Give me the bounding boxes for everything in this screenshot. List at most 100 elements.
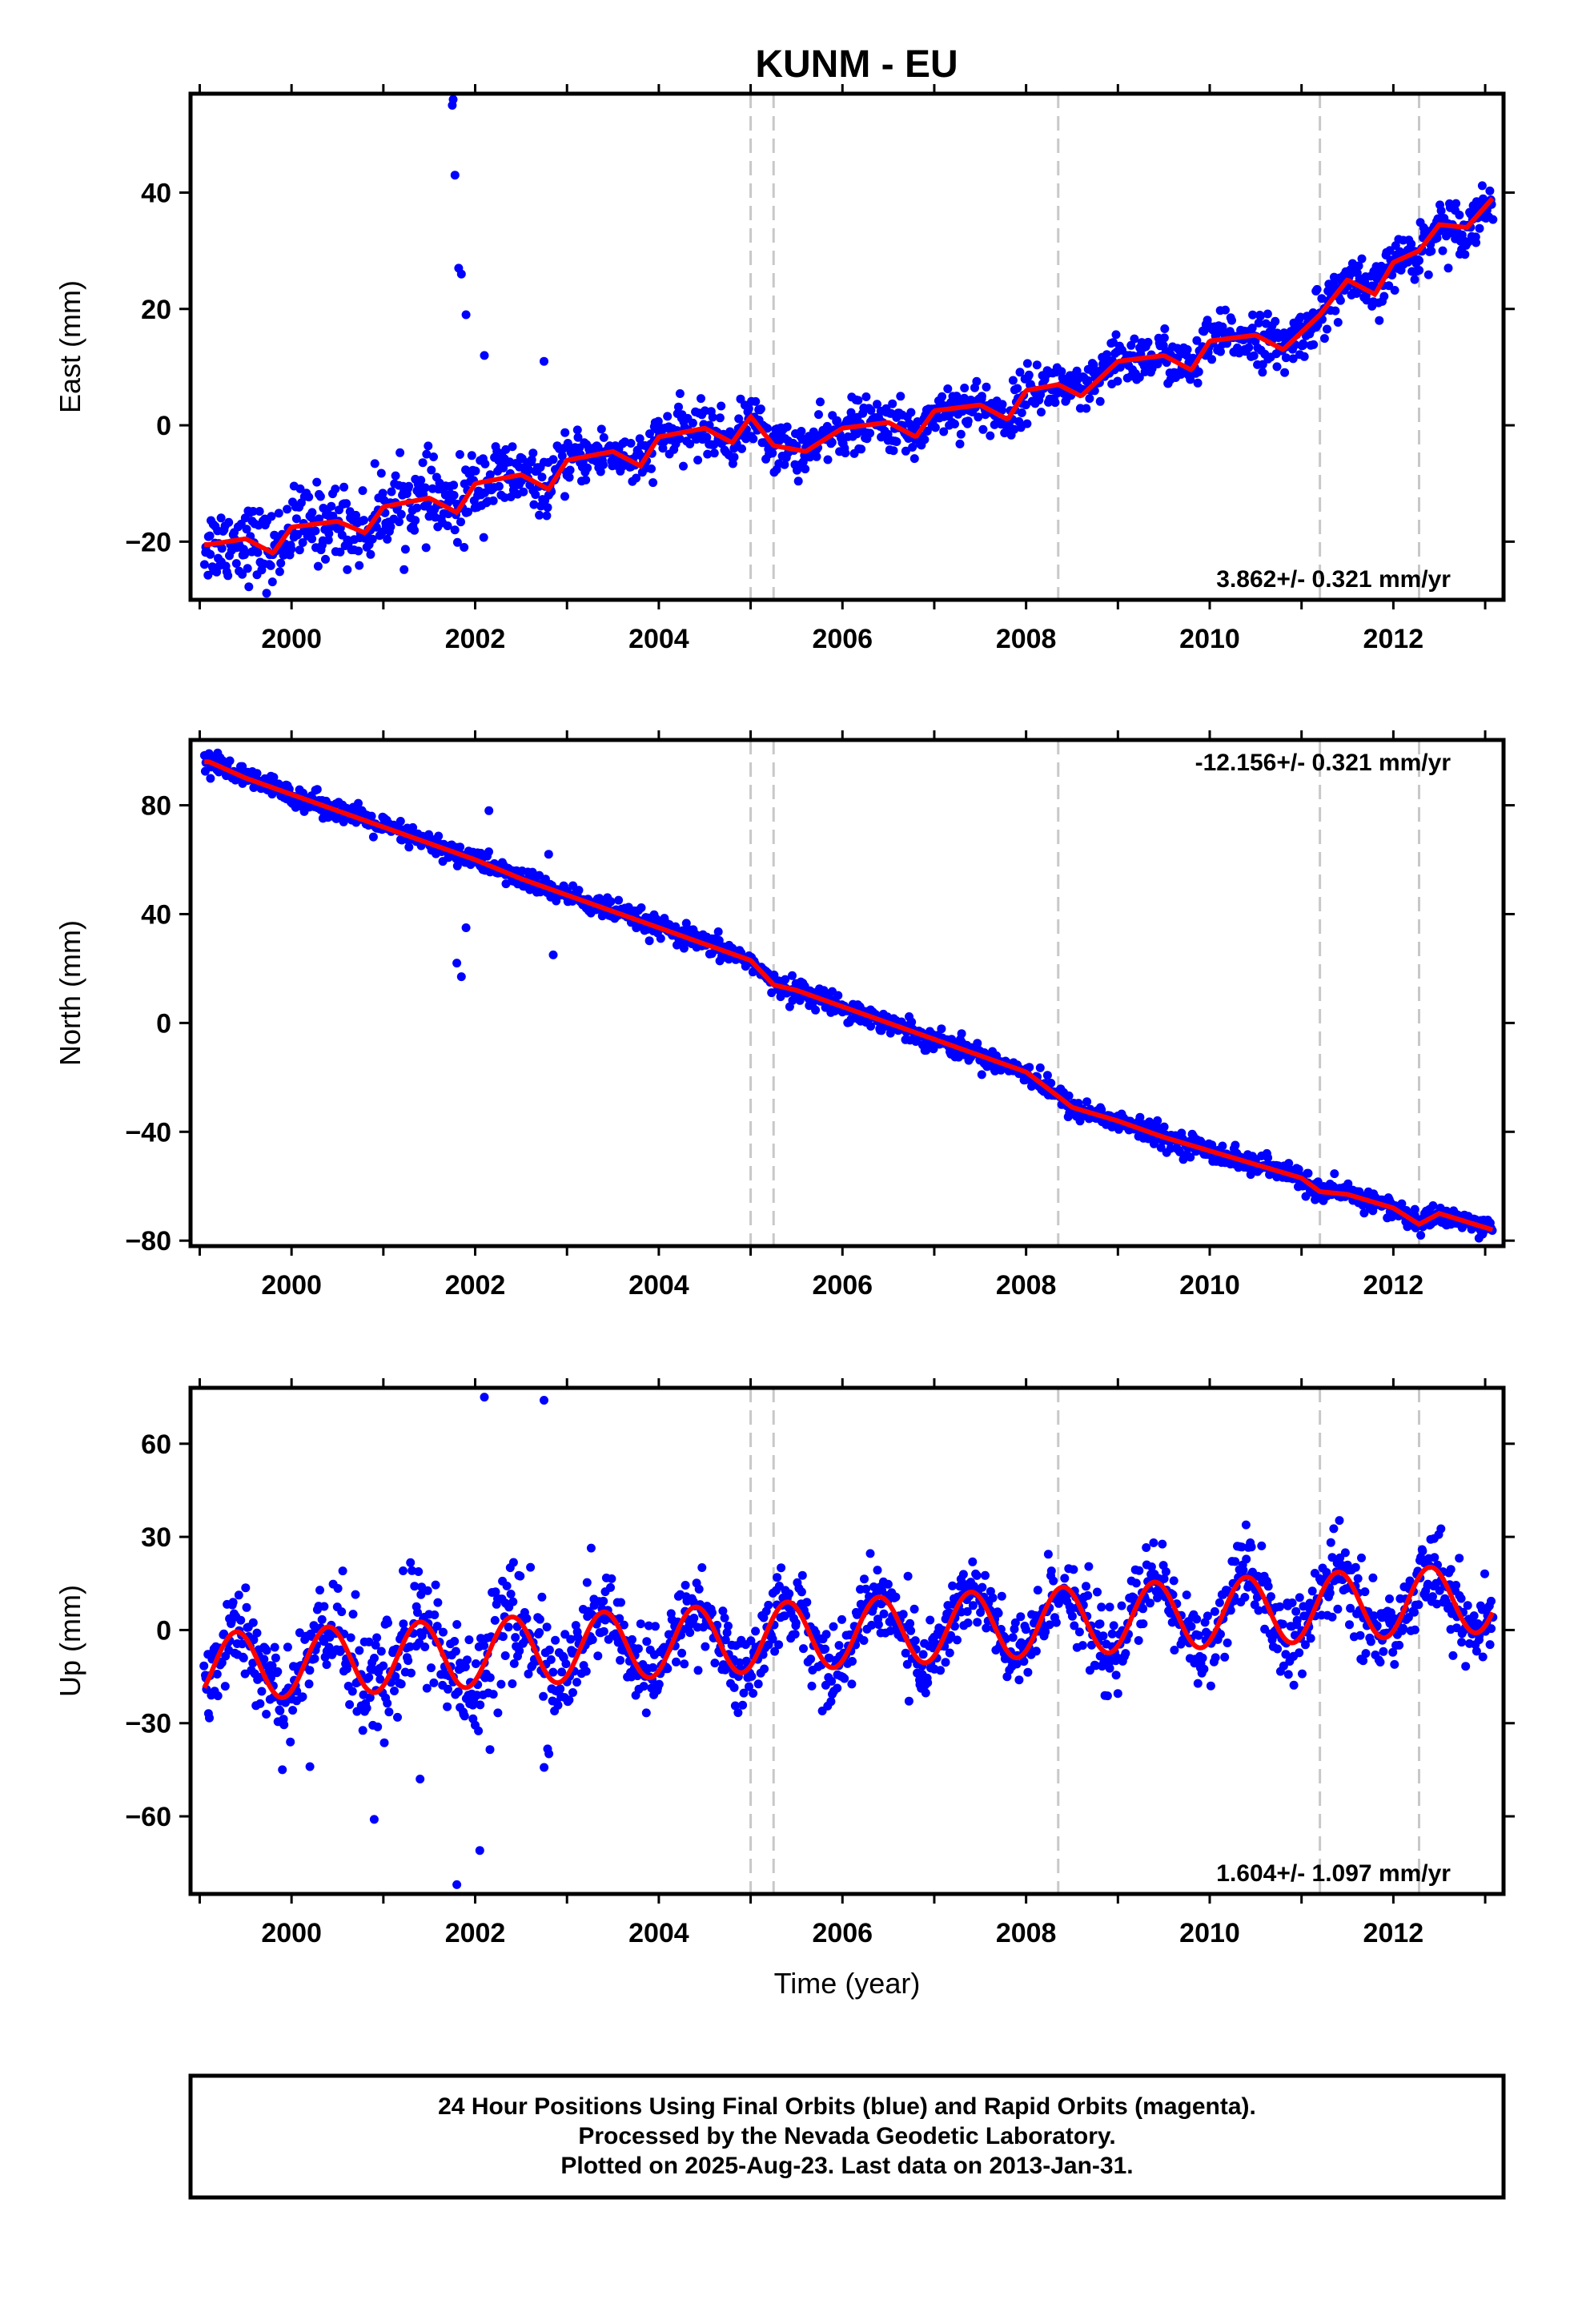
up-data-point xyxy=(1021,1625,1030,1634)
east-data-point xyxy=(846,408,856,417)
east-rate-annotation: 3.862+/- 0.321 mm/yr xyxy=(1216,566,1451,593)
up-data-point xyxy=(1366,1637,1375,1647)
east-data-point xyxy=(1143,337,1153,347)
east-data-point xyxy=(1017,408,1026,417)
up-data-point xyxy=(1480,1569,1489,1578)
up-data-point xyxy=(1418,1546,1427,1556)
east-data-point xyxy=(756,404,765,414)
up-data-point xyxy=(807,1681,817,1691)
up-data-point xyxy=(1192,1614,1202,1624)
up-data-point xyxy=(1046,1566,1056,1576)
up-data-point xyxy=(1138,1619,1148,1629)
east-data-point xyxy=(1331,306,1340,316)
east-data-point xyxy=(1050,398,1060,408)
east-data-point xyxy=(455,450,464,459)
east-data-point xyxy=(841,448,850,458)
east-data-point xyxy=(780,460,789,469)
north-y-tick-label: 40 xyxy=(141,899,171,930)
up-data-point xyxy=(1082,1582,1090,1591)
up-data-point xyxy=(252,1628,262,1638)
east-data-point xyxy=(1159,333,1169,343)
east-x-tick-label: 2002 xyxy=(445,624,506,654)
up-data-point xyxy=(474,1726,484,1735)
up-data-point xyxy=(806,1655,816,1664)
east-data-point xyxy=(1182,345,1192,354)
up-data-point xyxy=(1117,1601,1126,1610)
east-data-point xyxy=(697,394,705,404)
up-data-point xyxy=(1146,1598,1154,1608)
north-data-point xyxy=(1042,1071,1052,1080)
up-data-point xyxy=(490,1615,500,1625)
up-data-point xyxy=(599,1596,608,1606)
up-x-tick-label: 2000 xyxy=(261,1918,322,1948)
up-data-point xyxy=(351,1590,360,1599)
up-data-point xyxy=(973,1618,982,1627)
east-data-point xyxy=(351,510,360,520)
east-data-point xyxy=(307,508,317,517)
up-data-point xyxy=(572,1678,581,1687)
up-data-point xyxy=(1360,1587,1370,1597)
east-data-point xyxy=(528,448,538,458)
up-data-point xyxy=(383,1618,392,1627)
up-data-point xyxy=(710,1659,720,1668)
north-data-point xyxy=(606,897,616,907)
up-data-point xyxy=(1325,1588,1335,1598)
up-data-point xyxy=(1198,1653,1207,1663)
up-data-point xyxy=(370,1654,379,1663)
up-data-point xyxy=(1210,1606,1219,1616)
north-data-point xyxy=(957,1029,966,1039)
east-x-tick-label: 2004 xyxy=(628,624,689,654)
east-data-point xyxy=(480,459,490,468)
up-data-point xyxy=(910,1636,920,1646)
up-data-point xyxy=(542,1622,552,1632)
east-data-point xyxy=(421,543,431,553)
up-data-point xyxy=(1098,1631,1108,1641)
east-data-point xyxy=(1082,404,1091,413)
east-data-point xyxy=(888,399,897,408)
up-data-point xyxy=(799,1644,808,1654)
up-data-point xyxy=(997,1591,1006,1601)
up-data-point xyxy=(404,1656,413,1666)
east-data-point xyxy=(420,483,430,493)
up-data-point xyxy=(1247,1542,1256,1552)
up-rate-annotation: 1.604+/- 1.097 mm/yr xyxy=(1216,1860,1451,1887)
east-data-point xyxy=(883,429,893,439)
up-data-point xyxy=(1043,1550,1053,1559)
east-data-point xyxy=(1160,324,1170,333)
up-data-point xyxy=(1102,1691,1112,1701)
east-data-point xyxy=(323,535,333,545)
east-data-point xyxy=(708,412,717,422)
east-data-point xyxy=(626,439,636,448)
east-data-point xyxy=(449,491,459,500)
up-data-point xyxy=(544,1749,554,1759)
up-data-point xyxy=(539,1691,548,1701)
east-data-point xyxy=(304,493,314,502)
north-data-point xyxy=(1410,1204,1419,1214)
up-data-point xyxy=(248,1618,258,1627)
east-data-point xyxy=(823,455,833,464)
up-data-point xyxy=(242,1602,251,1612)
north-data-point xyxy=(1135,1112,1145,1122)
east-data-point xyxy=(1423,270,1433,279)
east-data-point xyxy=(1455,211,1464,219)
east-data-point xyxy=(751,396,761,406)
east-data-point xyxy=(1085,394,1094,404)
east-data-point xyxy=(593,443,603,452)
east-data-point xyxy=(1460,250,1470,259)
up-data-point xyxy=(633,1644,643,1654)
east-data-point xyxy=(367,534,377,544)
east-data-point xyxy=(702,432,712,442)
east-data-point xyxy=(801,464,810,474)
east-data-point xyxy=(1415,255,1423,265)
north-data-point xyxy=(1416,1231,1426,1240)
up-data-point xyxy=(362,1703,371,1713)
up-data-point xyxy=(1060,1574,1070,1583)
up-data-point xyxy=(423,1586,432,1595)
east-data-point xyxy=(276,558,286,568)
up-data-point xyxy=(1008,1633,1018,1642)
up-data-point xyxy=(1067,1611,1077,1621)
up-x-tick-label: 2004 xyxy=(628,1918,689,1948)
east-data-point xyxy=(199,560,209,569)
east-data-point xyxy=(217,544,227,553)
